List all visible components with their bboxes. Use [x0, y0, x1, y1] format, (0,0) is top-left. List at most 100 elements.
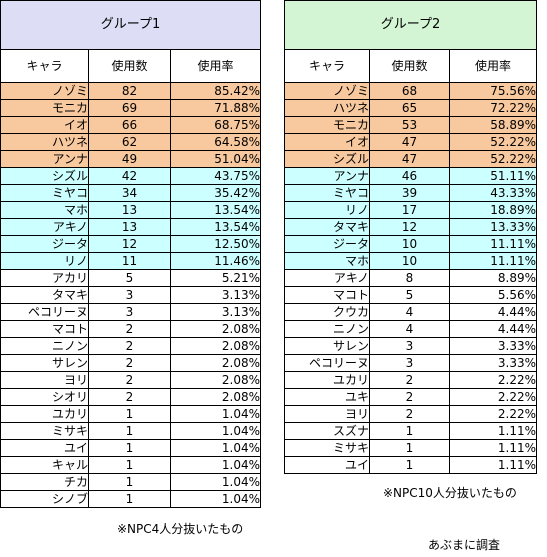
character-name-cell: シズル: [284, 150, 370, 168]
group1-header-count: 使用数: [88, 49, 171, 83]
table-row: アキノ 13 13.54%: [0, 218, 262, 236]
table-row: モニカ 69 71.88%: [0, 99, 262, 117]
table-row: ミヤコ 34 35.42%: [0, 184, 262, 202]
table-row: ペコリーヌ 3 3.33%: [284, 354, 538, 372]
group2-note: ※NPC10人分抜いたもの: [383, 486, 517, 500]
usage-count-cell: 1: [88, 422, 171, 440]
usage-rate-cell: 52.22%: [448, 150, 538, 168]
group2-header-count: 使用数: [369, 49, 450, 83]
character-name-cell: ノゾミ: [284, 82, 370, 100]
character-name-cell: ヨリ: [284, 405, 370, 423]
table-row: ミヤコ 39 43.33%: [284, 184, 538, 202]
character-name-cell: ニノン: [284, 320, 370, 338]
character-name-cell: マホ: [0, 201, 89, 219]
usage-count-cell: 2: [88, 337, 171, 355]
character-name-cell: ユカリ: [284, 371, 370, 389]
table-row: イオ 66 68.75%: [0, 116, 262, 134]
character-name-cell: アカリ: [0, 269, 89, 287]
usage-rate-cell: 3.13%: [169, 286, 262, 304]
character-name-cell: ミサキ: [284, 439, 370, 457]
character-name-cell: チカ: [0, 473, 89, 491]
table-row: タマキ 3 3.13%: [0, 286, 262, 304]
usage-count-cell: 66: [88, 116, 171, 134]
usage-rate-cell: 2.22%: [448, 371, 538, 389]
usage-rate-cell: 51.11%: [448, 167, 538, 185]
character-name-cell: モニカ: [0, 99, 89, 117]
table-row: スズナ 1 1.11%: [284, 422, 538, 440]
usage-rate-cell: 13.33%: [448, 218, 538, 236]
usage-count-cell: 69: [88, 99, 171, 117]
usage-count-cell: 17: [369, 201, 450, 219]
usage-rate-cell: 1.11%: [448, 422, 538, 440]
usage-rate-cell: 13.54%: [169, 218, 262, 236]
usage-rate-cell: 3.33%: [448, 354, 538, 372]
usage-rate-cell: 5.21%: [169, 269, 262, 287]
usage-count-cell: 1: [88, 490, 171, 508]
character-name-cell: イオ: [284, 133, 370, 151]
table-row: タマキ 12 13.33%: [284, 218, 538, 236]
usage-rate-cell: 75.56%: [448, 82, 538, 100]
usage-rate-cell: 11.11%: [448, 252, 538, 270]
table-row: ハツネ 65 72.22%: [284, 99, 538, 117]
usage-rate-cell: 1.04%: [169, 422, 262, 440]
usage-rate-cell: 1.04%: [169, 439, 262, 457]
usage-count-cell: 2: [88, 371, 171, 389]
usage-count-cell: 53: [369, 116, 450, 134]
character-name-cell: キャル: [0, 456, 89, 474]
usage-count-cell: 39: [369, 184, 450, 202]
usage-count-cell: 2: [369, 371, 450, 389]
usage-rate-cell: 11.11%: [448, 235, 538, 253]
table-row: アンナ 46 51.11%: [284, 167, 538, 185]
table-row: ペコリーヌ 3 3.13%: [0, 303, 262, 321]
usage-rate-cell: 13.54%: [169, 201, 262, 219]
usage-count-cell: 1: [369, 456, 450, 474]
character-name-cell: ハツネ: [0, 133, 89, 151]
usage-count-cell: 1: [88, 473, 171, 491]
usage-rate-cell: 18.89%: [448, 201, 538, 219]
table-row: シノブ 1 1.04%: [0, 490, 262, 508]
character-name-cell: アキノ: [284, 269, 370, 287]
table-row: モニカ 53 58.89%: [284, 116, 538, 134]
table-row: ユキ 2 2.22%: [284, 388, 538, 406]
table-row: マコト 2 2.08%: [0, 320, 262, 338]
character-name-cell: ユカリ: [0, 405, 89, 423]
usage-rate-cell: 52.22%: [448, 133, 538, 151]
character-name-cell: ミサキ: [0, 422, 89, 440]
character-name-cell: ハツネ: [284, 99, 370, 117]
usage-count-cell: 49: [88, 150, 171, 168]
table-row: ユイ 1 1.04%: [0, 439, 262, 457]
table-row: ユカリ 2 2.22%: [284, 371, 538, 389]
usage-count-cell: 13: [88, 218, 171, 236]
usage-rate-cell: 68.75%: [169, 116, 262, 134]
character-name-cell: ノゾミ: [0, 82, 89, 100]
survey-credit: あぶまに調査: [428, 538, 501, 552]
table-row: チカ 1 1.04%: [0, 473, 262, 491]
usage-count-cell: 42: [88, 167, 171, 185]
usage-rate-cell: 2.08%: [169, 354, 262, 372]
usage-rate-cell: 1.11%: [448, 439, 538, 457]
usage-rate-cell: 2.22%: [448, 388, 538, 406]
usage-rate-cell: 1.11%: [448, 456, 538, 474]
table-row: サレン 2 2.08%: [0, 354, 262, 372]
character-name-cell: ミヤコ: [0, 184, 89, 202]
usage-rate-cell: 43.75%: [169, 167, 262, 185]
usage-rate-cell: 4.44%: [448, 320, 538, 338]
table-row: ヨリ 2 2.22%: [284, 405, 538, 423]
character-name-cell: ミヤコ: [284, 184, 370, 202]
table-row: シオリ 2 2.08%: [0, 388, 262, 406]
usage-rate-cell: 11.46%: [169, 252, 262, 270]
group2-rows: ノゾミ 68 75.56% ハツネ 65 72.22% モニカ 53 58.89% イオ 47 52.…: [284, 82, 538, 474]
usage-count-cell: 46: [369, 167, 450, 185]
usage-count-cell: 1: [369, 439, 450, 457]
table-row: ノゾミ 82 85.42%: [0, 82, 262, 100]
character-name-cell: モニカ: [284, 116, 370, 134]
usage-count-cell: 34: [88, 184, 171, 202]
character-name-cell: ペコリーヌ: [0, 303, 89, 321]
usage-count-cell: 5: [88, 269, 171, 287]
usage-rate-cell: 85.42%: [169, 82, 262, 100]
usage-rate-cell: 2.22%: [448, 405, 538, 423]
table-row: ユイ 1 1.11%: [284, 456, 538, 474]
usage-count-cell: 10: [369, 235, 450, 253]
usage-count-cell: 62: [88, 133, 171, 151]
group1-header-name: キャラ: [0, 49, 89, 83]
